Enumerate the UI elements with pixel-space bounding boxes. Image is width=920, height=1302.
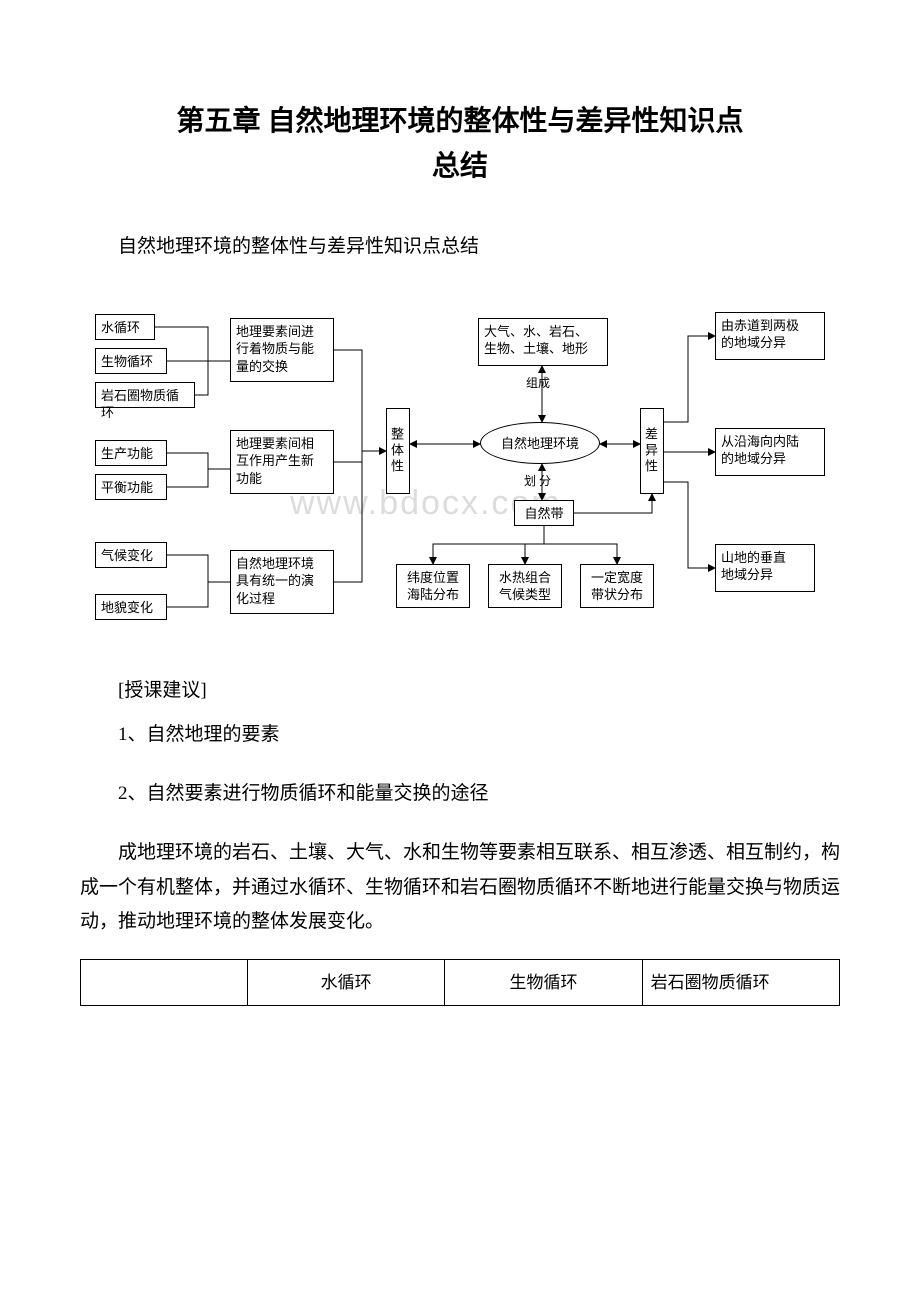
table-cell-bio-cycle: 生物循环 — [445, 959, 642, 1006]
node-climate-change: 气候变化 — [95, 542, 167, 568]
node-landform-change: 地貌变化 — [95, 594, 167, 620]
node-coast-inland: 从沿海向内陆 的地域分异 — [715, 428, 825, 476]
list-item-1: 1、自然地理的要素 — [80, 718, 840, 752]
node-hydro-climate: 水热组合 气候类型 — [488, 564, 562, 608]
table-cell-empty — [81, 959, 248, 1006]
table-row: 水循环 生物循环 岩石圈物质循环 — [81, 959, 840, 1006]
node-water-cycle: 水循环 — [95, 314, 155, 340]
node-element-newfunc: 地理要素间相 互作用产生新 功能 — [230, 430, 334, 494]
node-rock-cycle: 岩石圈物质循环 — [95, 382, 195, 408]
table-cell-water-cycle: 水循环 — [247, 959, 444, 1006]
node-natural-environment: 自然地理环境 — [480, 422, 600, 464]
node-vertical-zonation: 山地的垂直 地域分异 — [715, 544, 815, 592]
node-differentiation: 差异性 — [640, 408, 664, 494]
flowchart: www.bdocx.com — [80, 304, 840, 644]
node-unified-evolution: 自然地理环境 具有统一的演 化过程 — [230, 550, 334, 614]
node-balance-function: 平衡功能 — [95, 474, 167, 500]
table-cell-rock-cycle: 岩石圈物质循环 — [642, 959, 839, 1006]
node-production-function: 生产功能 — [95, 440, 167, 466]
node-bio-cycle: 生物循环 — [95, 348, 167, 374]
label-composition: 组成 — [524, 374, 552, 391]
node-equator-pole: 由赤道到两极 的地域分异 — [715, 312, 825, 360]
subtitle: 自然地理环境的整体性与差异性知识点总结 — [80, 230, 840, 264]
title-line-1: 第五章 自然地理环境的整体性与差异性知识点 — [176, 106, 743, 137]
body-paragraph: 成地理环境的岩石、土壤、大气、水和生物等要素相互联系、相互渗透、相互制约，构成一… — [80, 836, 840, 939]
node-latitude-sea: 纬度位置 海陆分布 — [396, 564, 470, 608]
page-title: 第五章 自然地理环境的整体性与差异性知识点 总结 — [80, 100, 840, 190]
list-item-2: 2、自然要素进行物质循环和能量交换的途径 — [80, 777, 840, 811]
node-integrity: 整体性 — [386, 408, 410, 494]
node-width-belt: 一定宽度 带状分布 — [580, 564, 654, 608]
node-element-exchange: 地理要素间进 行着物质与能 量的交换 — [230, 318, 334, 382]
node-components: 大气、水、岩石、 生物、土壤、地形 — [478, 318, 608, 366]
section-heading: [授课建议] — [80, 674, 840, 708]
title-line-2: 总结 — [432, 151, 488, 182]
label-division: 划 分 — [522, 472, 553, 489]
cycle-table: 水循环 生物循环 岩石圈物质循环 — [80, 959, 840, 1007]
node-natural-zone: 自然带 — [514, 500, 574, 526]
